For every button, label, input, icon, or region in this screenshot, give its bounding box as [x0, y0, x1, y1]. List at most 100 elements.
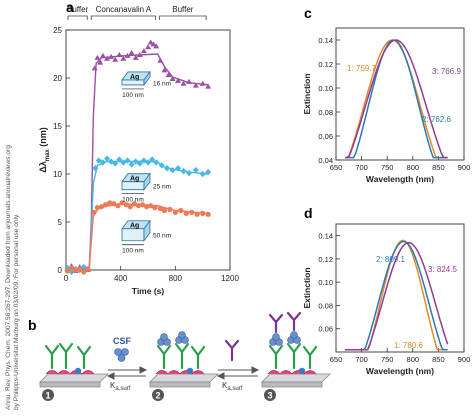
- panel-c-lines: 1: 759.7 2: 762.6 3: 766.9: [345, 39, 461, 159]
- panel-d-axes: 0.06 0.08 0.10 0.12 0.14 650 700 750 800 850 900 Wa…: [302, 223, 471, 376]
- xtick-label-d-3: 800: [407, 355, 420, 364]
- peak-label-c-1: 1: 759.7: [347, 64, 376, 73]
- point-2-6: [91, 209, 97, 215]
- chip-step-1: 1: [39, 342, 109, 401]
- xlabel-d: Wavelength (nm): [366, 366, 434, 376]
- point-2-2: [72, 267, 79, 273]
- point-0-8: [97, 59, 104, 65]
- peak-label-d-2: 2: 809.1: [376, 255, 405, 264]
- point-2-26: [178, 207, 184, 214]
- point-2-3: [77, 266, 83, 272]
- xtick-label-a-2: 800: [169, 274, 183, 283]
- spectrum-c-2: [345, 39, 448, 159]
- xtick-label-d-0: 650: [330, 355, 343, 364]
- ylabel-d: Extinction: [302, 267, 312, 308]
- panel-d-label: d: [304, 205, 313, 221]
- point-0-11: [108, 53, 115, 59]
- ytick-label-a-5: 25: [53, 26, 62, 35]
- phase-bracket-0: [67, 15, 88, 20]
- chip-step-3: 3: [261, 311, 331, 401]
- panel-b-schematic: b 1 CSF Ka,surf: [28, 311, 331, 401]
- xtick-label-c-4: 850: [432, 163, 445, 172]
- ytick-label-d-2: 0.10: [318, 278, 333, 287]
- point-1-8: [99, 159, 106, 166]
- xtick-label-d-4: 850: [432, 355, 445, 364]
- step-1-number: 1: [45, 391, 50, 401]
- plot-frame-c: [335, 27, 465, 161]
- point-2-27: [183, 210, 189, 216]
- phase-label-0: Buffer: [67, 5, 89, 14]
- ylabel-c: Extinction: [302, 73, 312, 114]
- ytick-label-d-0: 0.06: [318, 325, 333, 334]
- point-0-9: [99, 52, 106, 58]
- peak-label-c-3: 3: 766.9: [432, 67, 461, 76]
- xlabel-a: Time (s): [132, 286, 165, 296]
- point-2-1: [68, 265, 75, 271]
- ytick-label-c-2: 0.08: [318, 108, 333, 117]
- point-2-31: [205, 211, 211, 217]
- point-0-25: [161, 67, 168, 73]
- xtick-label-c-0: 650: [330, 163, 343, 172]
- point-2-5: [85, 266, 91, 272]
- ytick-label-c-1: 0.06: [318, 132, 333, 141]
- ytick-label-a-2: 10: [53, 170, 62, 179]
- panel-a-points: [64, 39, 212, 276]
- nanoparticle-side-1: [121, 181, 145, 191]
- inset-height-1: 25 nm: [153, 184, 171, 191]
- panel-c: c 0.04 0.06 0.08 0.10 0.12 0.14 650 700 750 800 85…: [302, 5, 470, 184]
- xtick-label-d-1: 700: [355, 355, 368, 364]
- ylabel-a-unit: (nm): [38, 127, 48, 149]
- point-1-19: [145, 159, 151, 166]
- xtick-label-c-1: 700: [355, 163, 368, 172]
- point-2-18: [139, 202, 146, 208]
- point-0-19: [140, 48, 147, 54]
- inset-width-1: 100 nm: [122, 197, 144, 204]
- xtick-label-d-5: 900: [458, 355, 471, 364]
- secondary-antibody-icon: [224, 339, 240, 362]
- point-0-31: [192, 82, 199, 88]
- point-2-21: [152, 205, 158, 211]
- ytick-label-d-4: 0.14: [318, 232, 333, 241]
- point-1-1: [68, 268, 75, 276]
- spectrum-c-1: [345, 39, 448, 159]
- inset-ag-label-1: Ag: [130, 176, 139, 183]
- point-0-15: [124, 52, 131, 58]
- point-2-23: [161, 207, 167, 214]
- phase-bar: Buffer Concanavalin A Buffer: [67, 5, 207, 20]
- ytick-label-c-3: 0.10: [318, 84, 333, 93]
- inset-ag-label-0: Ag: [130, 74, 139, 81]
- phase-label-2: Buffer: [172, 5, 194, 14]
- panel-d-lines: 1: 780.6 2: 809.1 3: 824.5: [345, 239, 457, 351]
- point-0-29: [180, 80, 187, 86]
- antibody-bound-icon: [156, 342, 206, 370]
- point-0-33: [205, 83, 212, 89]
- antibody-green-icon: [44, 342, 92, 370]
- inset-ag-label-2: Ag: [130, 223, 139, 230]
- point-0-12: [112, 56, 119, 62]
- point-1-9: [104, 155, 110, 162]
- spectrum-d-3: [345, 241, 449, 351]
- phase-bracket-1: [90, 15, 156, 20]
- ylabel-a: Δλmax (nm): [38, 127, 51, 173]
- xtick-label-a-3: 1200: [221, 274, 239, 283]
- chip-step-2: 2: [149, 331, 219, 401]
- peak-label-c-2: 2: 762.6: [422, 115, 451, 124]
- ylabel-a-sub: max: [45, 149, 51, 162]
- point-0-18: [136, 51, 143, 57]
- point-2-13: [119, 200, 125, 206]
- xtick-label-a-1: 400: [114, 274, 128, 283]
- point-2-0: [64, 268, 70, 274]
- point-1-20: [149, 156, 156, 163]
- ytick-label-a-0: 0: [58, 266, 63, 275]
- point-0-6: [91, 65, 98, 71]
- point-0-27: [169, 75, 176, 81]
- rate-constant-2: Ka,surf: [222, 381, 243, 392]
- sidebar-line-1: Annu. Rev. Phys. Chem. 2007.58:267-297. …: [5, 145, 12, 410]
- phase-bracket-2: [159, 15, 207, 20]
- point-2-24: [167, 206, 173, 213]
- point-2-8: [98, 204, 105, 210]
- panel-b-label: b: [28, 317, 37, 333]
- point-2-11: [111, 201, 117, 207]
- inset-height-2: 50 nm: [153, 233, 171, 240]
